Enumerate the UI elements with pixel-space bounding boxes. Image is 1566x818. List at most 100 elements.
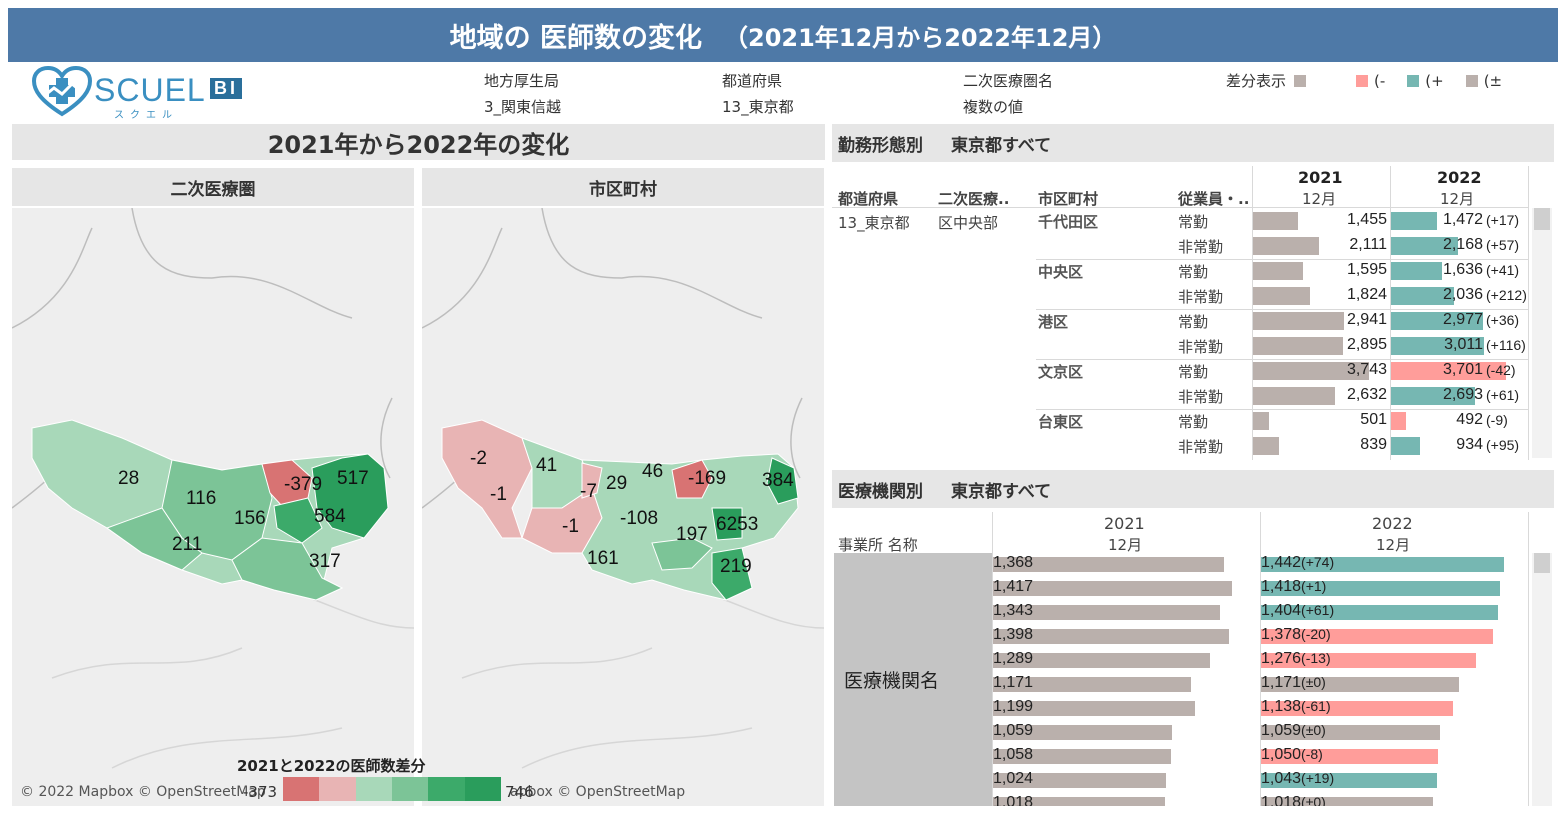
inst-bar-2022[interactable] [1261, 797, 1433, 806]
inst-bar-2021[interactable] [993, 701, 1195, 716]
value-2021: 839 [1360, 436, 1387, 453]
ramp-step [464, 777, 501, 801]
employment-title: 勤務形態別 [838, 135, 923, 156]
inst-value-2022-number: 1,442 [1261, 554, 1302, 571]
filter-prefecture-label: 都道府県 [722, 72, 783, 90]
diff-value: (+95) [1486, 437, 1520, 453]
inst-value-2022: 1,442(+74) [1261, 554, 1334, 572]
row-divider [1036, 359, 1528, 360]
institution-row-label[interactable]: 医療機関名 [834, 553, 992, 806]
inst-bar-2021[interactable] [993, 557, 1224, 572]
institution-title: 医療機関別 [838, 481, 923, 502]
institution-scroll-thumb[interactable] [1534, 553, 1550, 573]
map2-label: 197 [676, 524, 708, 545]
bar-2021[interactable] [1253, 337, 1343, 355]
bar-2021[interactable] [1253, 387, 1335, 405]
bar-2022[interactable] [1391, 237, 1458, 255]
header-divider [832, 207, 1528, 208]
map1-label: 317 [309, 551, 341, 572]
inst-bar-2022[interactable] [1261, 629, 1493, 644]
inst-value-2021: 1,024 [993, 770, 1034, 787]
inst-bar-2021[interactable] [993, 725, 1172, 740]
inst-bar-2021[interactable] [993, 797, 1165, 806]
inst-bar-2022[interactable] [1261, 653, 1476, 668]
inst-bar-2021[interactable] [993, 581, 1232, 596]
map1-label: 584 [314, 506, 346, 527]
diff-value: (+36) [1486, 312, 1520, 328]
employment-type: 常勤 [1178, 313, 1209, 331]
bar-2021[interactable] [1253, 437, 1279, 455]
bar-2021[interactable] [1253, 287, 1310, 305]
bar-2021[interactable] [1253, 237, 1319, 255]
inst-value-2022-number: 1,378 [1261, 626, 1302, 643]
bar-2022[interactable] [1391, 437, 1420, 455]
inst-bar-2022[interactable] [1261, 605, 1498, 620]
diff-legend: 差分表示 (- (+ (± [1226, 70, 1502, 91]
bar-2021[interactable] [1253, 362, 1369, 380]
bar-2022[interactable] [1391, 262, 1442, 280]
inst-bar-2022[interactable] [1261, 581, 1500, 596]
employment-type: 非常勤 [1178, 238, 1224, 256]
bar-2022[interactable] [1391, 387, 1475, 405]
inst-value-2022-number: 1,276 [1261, 650, 1302, 667]
filter-prefecture[interactable]: 都道府県 13_東京都 [722, 70, 794, 117]
inst-bar-2021[interactable] [993, 629, 1229, 644]
inst-col-2022: 2022 [1372, 514, 1413, 533]
map2-label: -1 [490, 484, 507, 505]
institution-scrollbar[interactable] [1532, 553, 1552, 806]
inst-value-2021: 1,343 [993, 602, 1034, 619]
bar-2022[interactable] [1391, 362, 1506, 380]
bar-2021[interactable] [1253, 212, 1298, 230]
inst-value-2021: 1,199 [993, 698, 1034, 715]
bar-2021[interactable] [1253, 412, 1269, 430]
heart-cross-icon [32, 66, 92, 117]
bar-2022[interactable] [1391, 312, 1483, 330]
map-secondary-area[interactable]: 28 116 156 211 -379 517 584 317 [12, 208, 414, 806]
map2-label: 219 [720, 556, 752, 577]
inst-diff-value: (+19) [1301, 770, 1335, 786]
row-divider [1036, 309, 1528, 310]
inst-bar-2021[interactable] [993, 653, 1210, 668]
inst-value-2022: 1,138(-61) [1261, 698, 1331, 716]
map2-label: -7 [580, 481, 597, 502]
bar-2022[interactable] [1391, 287, 1454, 305]
diff-value: (+57) [1486, 237, 1520, 253]
inst-diff-value: (+1) [1301, 578, 1327, 594]
bar-2022[interactable] [1391, 212, 1437, 230]
inst-bar-2022[interactable] [1261, 701, 1453, 716]
inst-bar-2022[interactable] [1261, 725, 1440, 740]
inst-bar-2021[interactable] [993, 773, 1166, 788]
inst-bar-2021[interactable] [993, 749, 1171, 764]
employment-scroll-thumb[interactable] [1534, 208, 1550, 230]
inst-bar-2021[interactable] [993, 677, 1191, 692]
color-legend-min: -373 [243, 783, 278, 801]
bar-2021[interactable] [1253, 312, 1344, 330]
bar-2022[interactable] [1391, 412, 1406, 430]
inst-bar-2021[interactable] [993, 605, 1220, 620]
filter-region[interactable]: 地方厚生局 3_関東信越 [484, 70, 561, 117]
diff-value: (+61) [1486, 387, 1520, 403]
legend-zero-text: (± [1483, 71, 1503, 90]
inst-bar-2022[interactable] [1261, 677, 1459, 692]
filter-medical-area[interactable]: 二次医療圏名 複数の値 [963, 70, 1053, 117]
bar-2022[interactable] [1391, 337, 1484, 355]
value-2021: 1,824 [1346, 286, 1387, 303]
inst-bar-2022[interactable] [1261, 773, 1437, 788]
map-municipality[interactable]: -2 -1 41 -7 29 46 -169 384 -1 -108 6253 … [422, 208, 824, 806]
inst-bar-2022[interactable] [1261, 557, 1504, 572]
employment-scrollbar[interactable] [1532, 208, 1552, 458]
map2-label: -2 [470, 448, 487, 469]
logo-bi: BI [210, 78, 242, 99]
map2-label: -169 [688, 468, 727, 489]
color-legend-ramp[interactable] [283, 777, 501, 801]
logo-kana: スクエル [114, 110, 178, 121]
bar-2021[interactable] [1253, 262, 1303, 280]
employment-header: 勤務形態別 東京都すべて [832, 124, 1554, 162]
inst-value-2022-number: 1,050 [1261, 746, 1302, 763]
city-name: 台東区 [1038, 413, 1084, 431]
inst-col-2021-month: 12月 [1108, 536, 1143, 554]
inst-col-2021: 2021 [1104, 514, 1145, 533]
inst-value-2021: 1,417 [993, 578, 1034, 595]
map1-title: 二次医療圏 [12, 168, 414, 206]
inst-bar-2022[interactable] [1261, 749, 1438, 764]
